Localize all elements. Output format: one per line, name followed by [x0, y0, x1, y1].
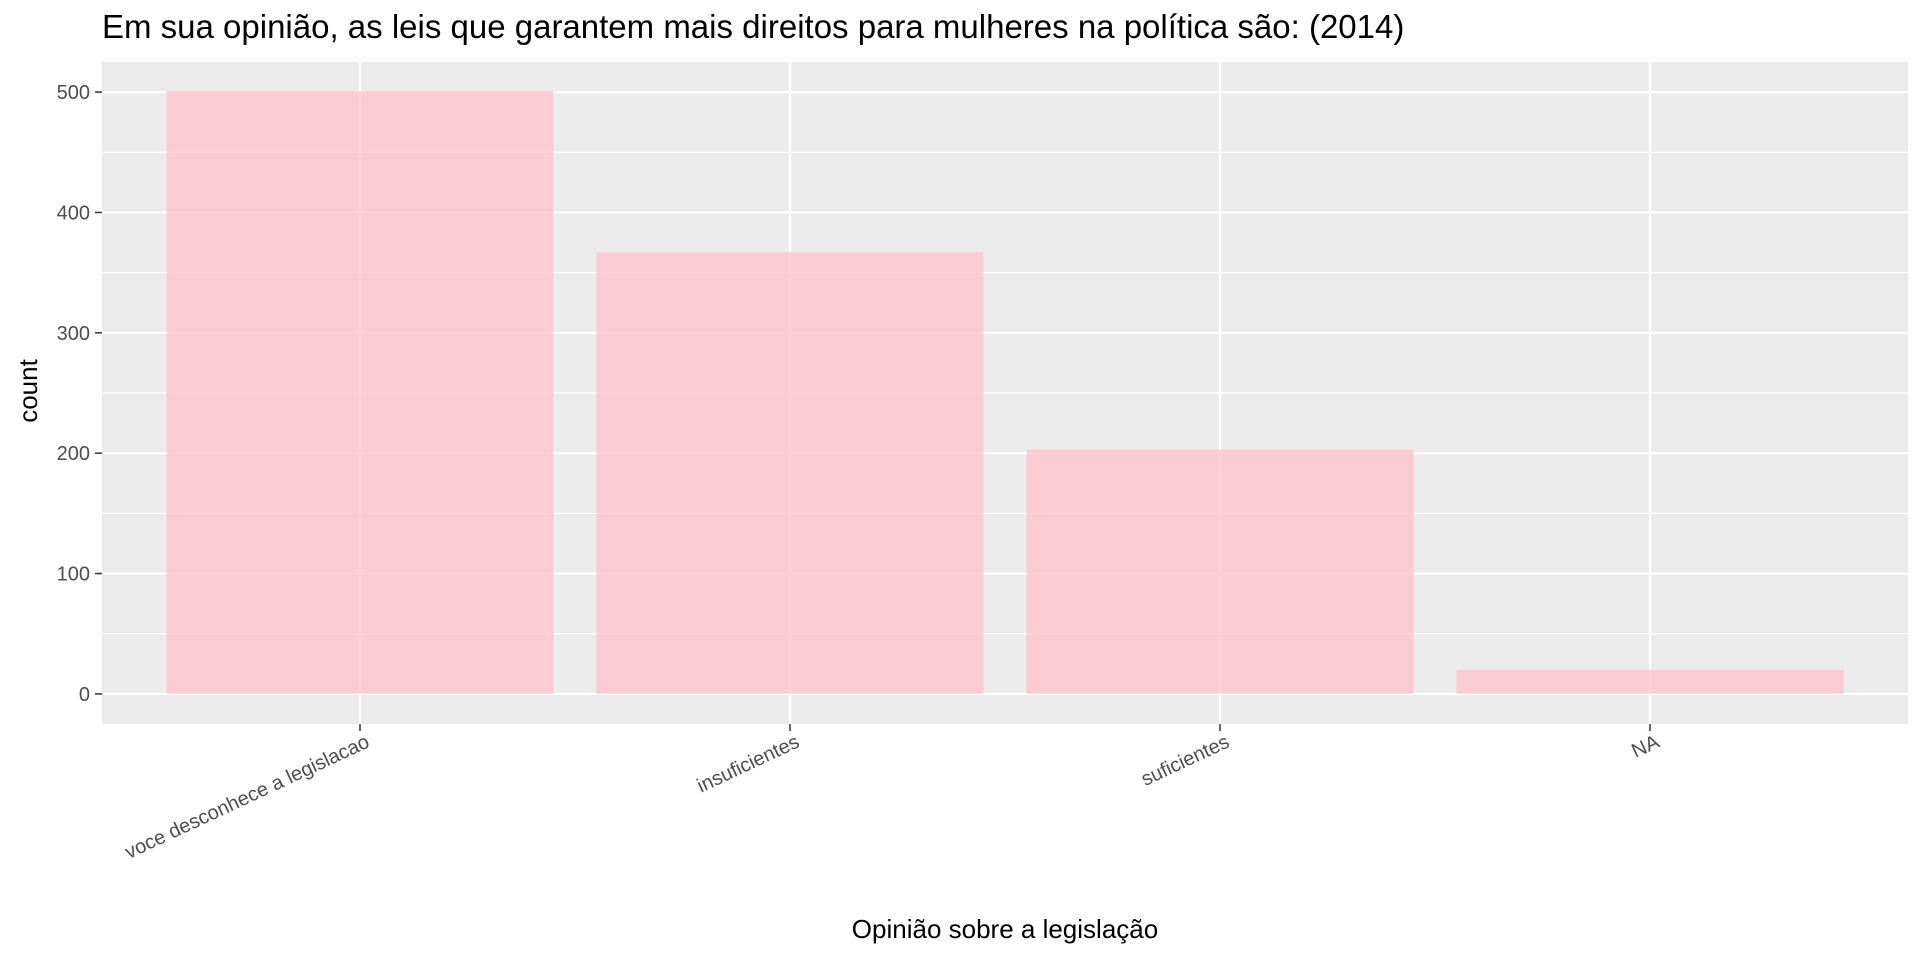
x-tick-label: voce desconhece a legislacao [122, 731, 373, 864]
bar [596, 252, 984, 694]
x-tick-label: NA [1628, 731, 1663, 763]
y-axis-title: count [13, 358, 43, 422]
y-axis: 0 100 200 300 400 500 [57, 82, 102, 706]
y-tick-label: 100 [57, 564, 90, 586]
x-axis: voce desconhece a legislacao insuficiente… [122, 724, 1663, 864]
y-tick-label: 400 [57, 202, 90, 224]
x-tick-label: suficientes [1138, 731, 1233, 791]
y-tick-label: 0 [79, 684, 90, 706]
y-tick-label: 200 [57, 443, 90, 465]
y-tick-label: 500 [57, 82, 90, 104]
bars [166, 90, 1844, 694]
bar [1026, 449, 1414, 694]
x-axis-title: Opinião sobre a legislação [852, 914, 1158, 944]
bar [166, 90, 554, 694]
bar [1456, 669, 1844, 694]
x-tick-label: insuficientes [694, 731, 803, 797]
y-tick-label: 300 [57, 323, 90, 345]
chart-title: Em sua opinião, as leis que garantem mai… [102, 8, 1405, 45]
